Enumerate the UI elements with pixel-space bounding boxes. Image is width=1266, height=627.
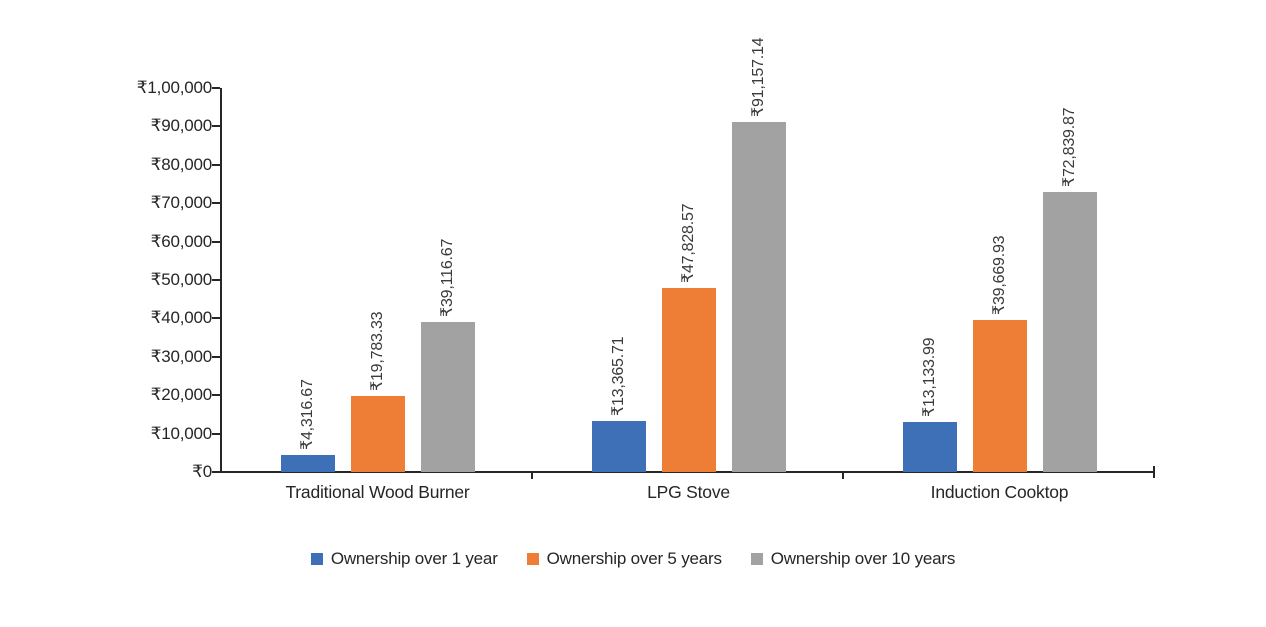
y-axis-label: ₹80,000	[150, 154, 213, 174]
y-axis-label: ₹0	[192, 462, 212, 481]
y-axis-label: ₹90,000	[150, 116, 213, 136]
x-axis-tick	[531, 472, 533, 479]
y-axis-tick	[212, 317, 220, 320]
category-label-induction-cooktop: Induction Cooktop	[930, 482, 1069, 502]
bar-value-label-ownership-over-5-years-traditional-wood-burner: ₹19,783.33	[368, 311, 386, 392]
y-axis-tick	[212, 432, 220, 435]
bar-value-label-ownership-over-1-year-induction-cooktop: ₹13,133.99	[920, 337, 938, 417]
y-axis-label: ₹40,000	[150, 308, 213, 328]
legend-label: Ownership over 10 years	[770, 549, 956, 568]
bar-ownership-over-10-years-induction-cooktop	[1042, 192, 1097, 472]
bar-value-label-ownership-over-10-years-lpg-stove: ₹91,157.14	[749, 37, 767, 117]
legend-swatch-icon	[310, 553, 323, 565]
y-axis-tick	[212, 87, 220, 89]
y-axis-label: ₹60,000	[150, 231, 213, 251]
x-axis-line	[213, 471, 1155, 473]
y-axis-tick	[212, 394, 220, 397]
bar-ownership-over-5-years-traditional-wood-burner	[350, 396, 405, 472]
legend-item-ownership-over-1-year: Ownership over 1 year	[310, 549, 498, 569]
legend: Ownership over 1 year Ownership over 5 ye…	[0, 549, 1266, 569]
bar-value-label-ownership-over-5-years-induction-cooktop: ₹39,669.93	[990, 235, 1008, 315]
y-axis-label: ₹20,000	[150, 385, 213, 405]
category-label-lpg-stove: LPG Stove	[647, 482, 730, 502]
legend-label: Ownership over 5 years	[546, 549, 722, 568]
bar-ownership-over-10-years-lpg-stove	[731, 121, 786, 472]
bar-ownership-over-1-year-induction-cooktop	[902, 421, 957, 472]
x-axis-tick	[1153, 466, 1155, 478]
y-axis-tick	[212, 471, 220, 473]
y-axis-label: ₹10,000	[150, 423, 213, 443]
bar-value-label-ownership-over-10-years-traditional-wood-burner: ₹39,116.67	[438, 238, 456, 317]
y-axis-tick	[212, 355, 220, 358]
y-axis-label: ₹1,00,000	[136, 78, 212, 97]
bar-ownership-over-5-years-induction-cooktop	[972, 319, 1027, 472]
y-axis-tick	[212, 279, 220, 281]
bar-ownership-over-5-years-lpg-stove	[661, 288, 716, 472]
bar-value-label-ownership-over-1-year-traditional-wood-burner: ₹4,316.67	[298, 379, 316, 451]
y-axis-tick	[212, 240, 220, 243]
bar-ownership-over-10-years-traditional-wood-burner	[420, 321, 475, 472]
y-axis-tick	[212, 202, 220, 205]
bar-value-label-ownership-over-10-years-induction-cooktop: ₹72,839.87	[1060, 107, 1078, 188]
bar-value-label-ownership-over-1-year-lpg-stove: ₹13,365.71	[609, 336, 627, 416]
y-axis-label: ₹70,000	[150, 193, 213, 213]
y-axis-line	[220, 88, 222, 472]
bar-ownership-over-1-year-lpg-stove	[591, 420, 646, 472]
x-axis-tick	[842, 472, 844, 479]
y-axis-label: ₹30,000	[150, 346, 213, 366]
legend-item-ownership-over-5-years: Ownership over 5 years	[526, 549, 722, 569]
category-label-traditional-wood-burner: Traditional Wood Burner	[285, 482, 470, 502]
bar-ownership-over-1-year-traditional-wood-burner	[280, 455, 335, 472]
legend-swatch-icon	[750, 553, 763, 565]
y-axis-tick	[212, 163, 220, 166]
y-axis-tick	[212, 125, 220, 128]
legend-label: Ownership over 1 year	[330, 549, 498, 568]
legend-swatch-icon	[526, 553, 539, 565]
y-axis-label: ₹50,000	[150, 270, 213, 289]
legend-item-ownership-over-10-years: Ownership over 10 years	[750, 549, 956, 569]
bar-value-label-ownership-over-5-years-lpg-stove: ₹47,828.57	[679, 203, 697, 284]
